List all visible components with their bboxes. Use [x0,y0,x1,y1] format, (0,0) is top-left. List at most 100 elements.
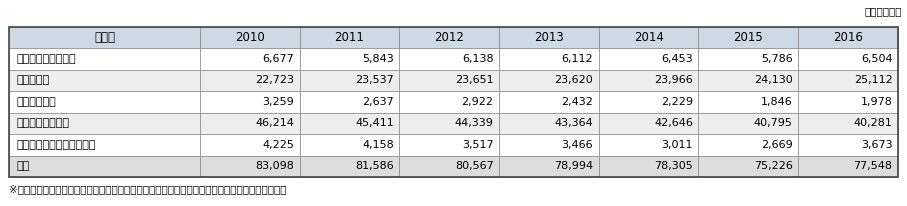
Text: 音楽・映像収録済メディア: 音楽・映像収録済メディア [16,140,96,150]
Bar [698,48,798,70]
Bar [200,48,299,70]
Bar [299,113,399,134]
Text: 2012: 2012 [434,31,464,44]
Text: 3,673: 3,673 [861,140,892,150]
Text: 78,994: 78,994 [554,162,593,171]
Bar [9,113,200,134]
Text: 2,229: 2,229 [661,97,693,107]
Text: （年）: （年） [94,31,115,44]
Text: 4,158: 4,158 [362,140,394,150]
Text: 2016: 2016 [834,31,863,44]
Text: 2,669: 2,669 [761,140,793,150]
Text: 46,214: 46,214 [255,118,294,129]
Text: ※「テレビゲーム」については、「テレビゲーム機」「ゲームソフト等」の合計の値としている。: ※「テレビゲーム」については、「テレビゲーム機」「ゲームソフト等」の合計の値とし… [9,185,287,195]
Bar [9,156,200,177]
Text: 2011: 2011 [335,31,365,44]
Text: 5,843: 5,843 [362,54,394,64]
Text: 2,637: 2,637 [362,97,394,107]
Bar [399,70,499,91]
Bar [599,70,698,91]
Bar [200,27,299,48]
Bar [499,113,599,134]
Bar [698,113,798,134]
Text: 放送受信料: 放送受信料 [16,75,50,85]
Bar [299,156,399,177]
Text: 2015: 2015 [734,31,763,44]
Text: 1,978: 1,978 [861,97,892,107]
Text: 2,922: 2,922 [462,97,493,107]
Bar [9,27,200,48]
Bar [299,48,399,70]
Bar [599,48,698,70]
Text: 40,795: 40,795 [754,118,793,129]
Text: 3,517: 3,517 [462,140,493,150]
Bar [698,27,798,48]
Bar [798,91,898,113]
Bar [200,113,299,134]
Text: 映画・演劇等入場料: 映画・演劇等入場料 [16,54,76,64]
Text: 77,548: 77,548 [853,162,892,171]
Bar [399,27,499,48]
Text: 23,537: 23,537 [356,75,394,85]
Bar [798,113,898,134]
Bar [599,113,698,134]
Bar [499,70,599,91]
Bar [798,134,898,156]
Bar [599,134,698,156]
Bar [9,48,200,70]
Text: （単位：円）: （単位：円） [865,6,902,16]
Text: 合計: 合計 [16,162,30,171]
Bar [499,91,599,113]
Bar [200,156,299,177]
Text: 2014: 2014 [634,31,664,44]
Text: 78,305: 78,305 [654,162,693,171]
Text: 2013: 2013 [534,31,564,44]
Text: 3,011: 3,011 [661,140,693,150]
Bar [499,48,599,70]
Bar [399,134,499,156]
Bar [599,156,698,177]
Bar [798,156,898,177]
Text: 42,646: 42,646 [654,118,693,129]
Text: 6,138: 6,138 [462,54,493,64]
Bar [599,27,698,48]
Text: 3,259: 3,259 [262,97,294,107]
Text: 6,112: 6,112 [561,54,593,64]
Bar [299,27,399,48]
Text: 23,966: 23,966 [654,75,693,85]
Text: 24,130: 24,130 [754,75,793,85]
Text: 23,651: 23,651 [455,75,493,85]
Bar [698,70,798,91]
Text: 25,112: 25,112 [853,75,892,85]
Text: 22,723: 22,723 [255,75,294,85]
Text: 5,786: 5,786 [761,54,793,64]
Bar [200,70,299,91]
Text: テレビゲーム: テレビゲーム [16,97,56,107]
Bar [399,48,499,70]
Text: 81,586: 81,586 [356,162,394,171]
Bar [698,91,798,113]
Bar [798,48,898,70]
Text: 23,620: 23,620 [554,75,593,85]
Bar [499,27,599,48]
Text: 2010: 2010 [235,31,265,44]
Text: 83,098: 83,098 [255,162,294,171]
Text: 43,364: 43,364 [554,118,593,129]
Bar [698,156,798,177]
Text: 80,567: 80,567 [454,162,493,171]
Text: 75,226: 75,226 [754,162,793,171]
Bar [399,156,499,177]
Bar [499,156,599,177]
Bar [399,113,499,134]
Text: 6,504: 6,504 [861,54,892,64]
Text: 4,225: 4,225 [262,140,294,150]
Bar [9,134,200,156]
Text: 1,846: 1,846 [761,97,793,107]
Bar [798,27,898,48]
Text: 40,281: 40,281 [853,118,892,129]
Bar [599,91,698,113]
Bar [200,91,299,113]
Bar [299,91,399,113]
Text: 3,466: 3,466 [561,140,593,150]
Bar [9,91,200,113]
